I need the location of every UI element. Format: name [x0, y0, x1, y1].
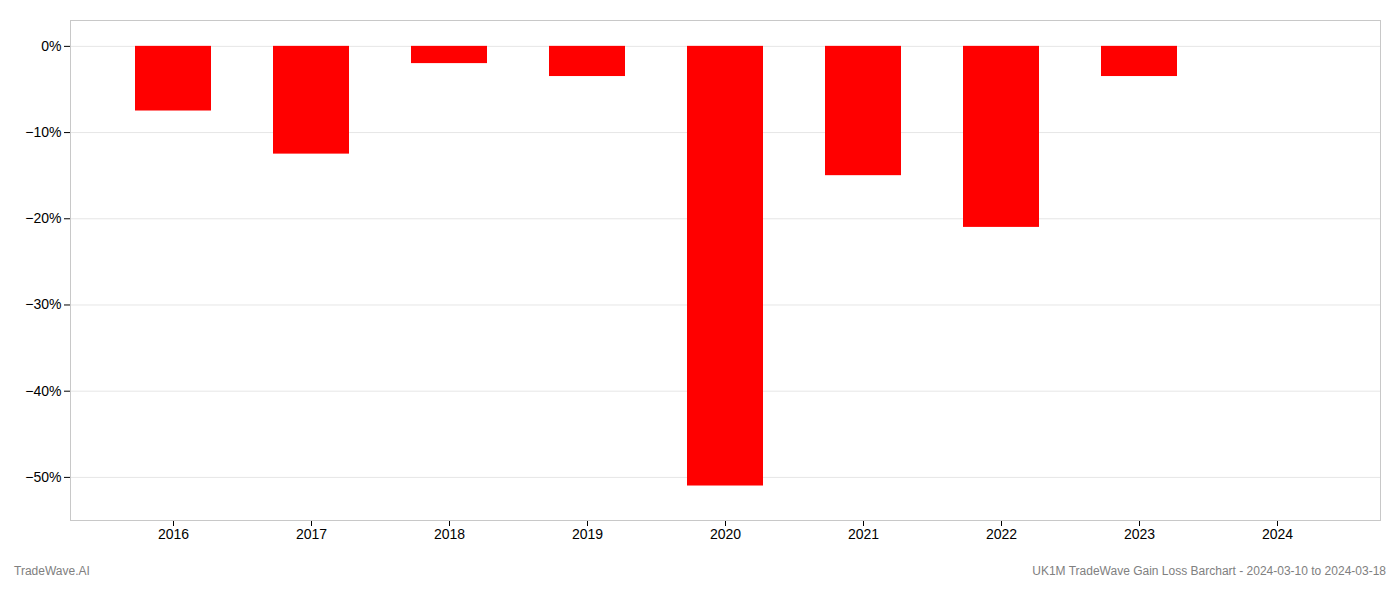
svg-text:−20%: −20% [25, 210, 61, 226]
svg-text:2023: 2023 [1124, 526, 1155, 542]
svg-text:−10%: −10% [25, 124, 61, 140]
svg-text:2024: 2024 [1262, 526, 1293, 542]
svg-text:2019: 2019 [572, 526, 603, 542]
svg-text:−40%: −40% [25, 383, 61, 399]
svg-text:2020: 2020 [710, 526, 741, 542]
html-text:TradeWave.AI: TradeWave.AI [14, 564, 90, 578]
svg-text:2018: 2018 [434, 526, 465, 542]
svg-text:2016: 2016 [158, 526, 189, 542]
svg-text:2022: 2022 [986, 526, 1017, 542]
svg-text:2021: 2021 [848, 526, 879, 542]
svg-text:2017: 2017 [296, 526, 327, 542]
html-text:UK1M TradeWave Gain Loss Barch: UK1M TradeWave Gain Loss Barchart - 2024… [1032, 564, 1386, 578]
svg-text:−50%: −50% [25, 469, 61, 485]
svg-text:0%: 0% [41, 38, 61, 54]
svg-text:−30%: −30% [25, 296, 61, 312]
